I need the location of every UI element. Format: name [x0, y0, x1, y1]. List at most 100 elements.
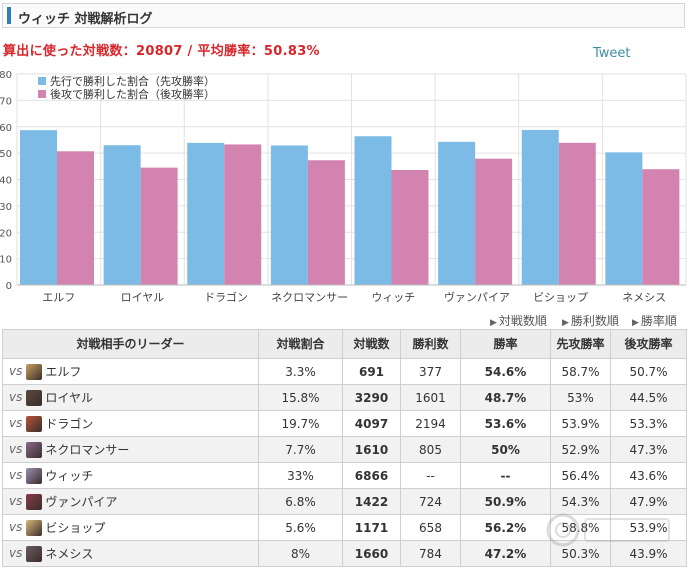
leader-name: ヴァンパイア [45, 495, 118, 509]
first-winrate-cell: 53% [550, 384, 611, 411]
x-tick-label: ウィッチ [371, 291, 415, 304]
bar-second-winrate [475, 158, 513, 285]
y-tick-label: 20 [0, 228, 12, 239]
leader-avatar-icon [26, 363, 43, 380]
y-tick-label: 80 [0, 70, 12, 81]
first-winrate-cell: 52.9% [550, 436, 611, 463]
page-title: ウィッチ 対戦解析ログ [18, 12, 153, 27]
y-tick-label: 50 [0, 149, 12, 160]
table-row: vs ロイヤル 15.8% 3290 1601 48.7% 53% 44.5% [2, 384, 687, 411]
leader-name: ウィッチ [45, 469, 94, 483]
x-tick-label: ネメシス [622, 291, 666, 304]
second-winrate-cell: 43.9% [610, 540, 687, 567]
winrate-cell: -- [460, 462, 551, 489]
bar-second-winrate [57, 151, 94, 285]
col-header-winrate: 勝率 [460, 329, 551, 359]
leader-cell: vs ビショップ [2, 514, 259, 541]
vs-label: vs [9, 442, 23, 456]
matches-cell: 1610 [342, 436, 401, 463]
x-tick-label: ビショップ [533, 291, 588, 304]
matches-cell: 1422 [342, 488, 401, 515]
col-header-wins: 勝利数 [400, 329, 461, 359]
share-cell: 3.3% [258, 358, 343, 385]
winrate-cell: 47.2% [460, 540, 551, 567]
second-winrate-cell: 53.9% [610, 514, 687, 541]
x-tick-label: ドラゴン [204, 290, 248, 304]
first-winrate-cell: 58.8% [550, 514, 611, 541]
y-tick-label: 0 [6, 281, 12, 292]
second-winrate-cell: 53.3% [610, 410, 687, 437]
share-cell: 8% [258, 540, 343, 567]
winrate-bar-chart: 0 10 20 30 40 50 60 70 80 エルフ ロイヤル ドラゴン ネクロマンサー ウィッチ ヴ… [0, 70, 687, 304]
bar-first-winrate [438, 141, 476, 285]
leader-avatar-icon [26, 389, 43, 406]
bar-second-winrate [140, 167, 178, 285]
vs-label: vs [9, 390, 23, 404]
matches-cell: 1171 [342, 514, 401, 541]
vs-label: vs [9, 364, 23, 378]
bar-second-winrate [558, 142, 596, 285]
leader-cell: vs ヴァンパイア [2, 488, 259, 515]
wins-cell: 2194 [400, 410, 461, 437]
bar-second-winrate [391, 170, 429, 285]
sort-by-matches-link[interactable]: ▶ 対戦数順 [490, 314, 547, 328]
leader-cell: vs ネメシス [2, 540, 259, 567]
y-tick-label: 40 [0, 176, 12, 187]
leader-name: ドラゴン [45, 417, 94, 431]
matchup-table: 対戦相手のリーダー 対戦割合 対戦数 勝利数 勝率 先攻勝率 後攻勝率 vs エル… [2, 329, 687, 567]
leader-cell: vs ネクロマンサー [2, 436, 259, 463]
bar-first-winrate [270, 145, 308, 285]
first-winrate-cell: 56.4% [550, 462, 611, 489]
share-cell: 15.8% [258, 384, 343, 411]
legend-swatch-first [38, 77, 46, 85]
sort-by-winrate-link[interactable]: ▶ 勝率順 [632, 314, 677, 328]
matches-cell: 4097 [342, 410, 401, 437]
wins-cell: 784 [400, 540, 461, 567]
header-accent-bar [7, 7, 11, 24]
share-cell: 19.7% [258, 410, 343, 437]
wins-cell: 658 [400, 514, 461, 541]
x-tick-label: ネクロマンサー [271, 291, 348, 304]
vs-label: vs [9, 468, 23, 482]
leader-cell: vs ロイヤル [2, 384, 259, 411]
share-cell: 6.8% [258, 488, 343, 515]
tweet-link[interactable]: Tweet [593, 46, 631, 61]
share-cell: 5.6% [258, 514, 343, 541]
second-winrate-cell: 44.5% [610, 384, 687, 411]
legend-label-first: 先行で勝利した割合（先攻勝率） [50, 74, 215, 88]
vs-label: vs [9, 546, 23, 560]
leader-cell: vs ウィッチ [2, 462, 259, 489]
first-winrate-cell: 54.3% [550, 488, 611, 515]
second-winrate-cell: 43.6% [610, 462, 687, 489]
sort-by-wins-link[interactable]: ▶ 勝利数順 [562, 314, 619, 328]
triangle-right-icon: ▶ [632, 318, 639, 328]
table-row: vs ウィッチ 33% 6866 -- -- 56.4% 43.6% [2, 462, 687, 489]
vs-label: vs [9, 494, 23, 508]
bar-first-winrate [103, 145, 141, 285]
page-header: ウィッチ 対戦解析ログ [2, 3, 685, 28]
leader-avatar-icon [26, 467, 43, 484]
leader-name: ネクロマンサー [45, 443, 130, 457]
matches-cell: 1660 [342, 540, 401, 567]
winrate-cell: 54.6% [460, 358, 551, 385]
leader-avatar-icon [26, 415, 43, 432]
table-row: vs ドラゴン 19.7% 4097 2194 53.6% 53.9% 53.3% [2, 410, 687, 437]
table-row: vs ヴァンパイア 6.8% 1422 724 50.9% 54.3% 47.9% [2, 488, 687, 515]
first-winrate-cell: 58.7% [550, 358, 611, 385]
leader-cell: vs ドラゴン [2, 410, 259, 437]
leader-name: ロイヤル [45, 391, 93, 405]
leader-avatar-icon [26, 493, 43, 510]
second-winrate-cell: 47.9% [610, 488, 687, 515]
leader-cell: vs エルフ [2, 358, 259, 385]
winrate-cell: 53.6% [460, 410, 551, 437]
share-cell: 7.7% [258, 436, 343, 463]
wins-cell: 1601 [400, 384, 461, 411]
vs-label: vs [9, 520, 23, 534]
y-tick-label: 10 [0, 255, 12, 266]
leader-avatar-icon [26, 441, 43, 458]
leader-avatar-icon [26, 519, 43, 536]
leader-avatar-icon [26, 545, 43, 562]
bar-second-winrate [642, 169, 680, 285]
table-row: vs ネクロマンサー 7.7% 1610 805 50% 52.9% 47.3% [2, 436, 687, 463]
bar-second-winrate [307, 160, 345, 285]
